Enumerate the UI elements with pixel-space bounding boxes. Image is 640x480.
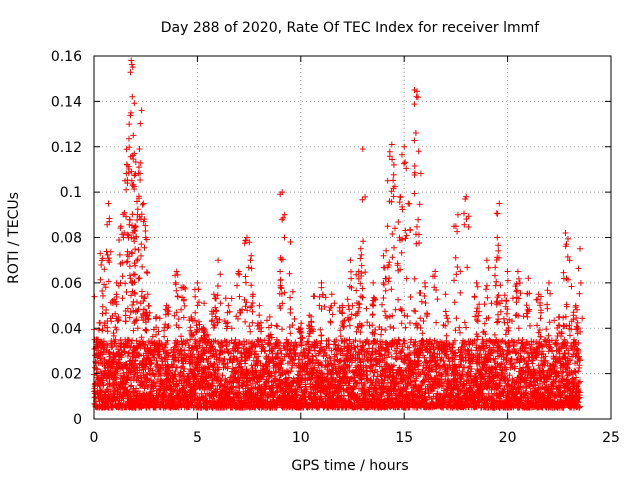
data-point bbox=[97, 387, 104, 394]
data-point bbox=[188, 354, 195, 361]
data-point bbox=[107, 388, 114, 395]
data-point bbox=[181, 365, 188, 372]
data-point bbox=[132, 388, 139, 395]
data-point bbox=[311, 293, 318, 300]
data-point bbox=[174, 364, 181, 371]
data-point bbox=[103, 341, 110, 348]
data-point bbox=[136, 351, 143, 358]
data-point bbox=[112, 336, 119, 343]
data-point bbox=[404, 313, 411, 320]
data-point bbox=[192, 390, 199, 397]
data-point bbox=[179, 341, 186, 348]
data-point bbox=[193, 358, 199, 365]
data-point bbox=[463, 324, 469, 331]
data-point bbox=[179, 350, 186, 357]
data-point bbox=[154, 361, 161, 368]
data-point bbox=[491, 331, 498, 338]
data-point bbox=[151, 354, 158, 361]
data-point bbox=[264, 317, 270, 324]
data-point bbox=[418, 298, 425, 305]
grid-lines bbox=[94, 56, 611, 419]
data-point bbox=[94, 366, 101, 373]
data-point bbox=[137, 344, 144, 351]
data-point bbox=[497, 308, 504, 315]
data-point bbox=[136, 361, 143, 368]
data-point bbox=[153, 380, 160, 387]
data-point bbox=[329, 311, 336, 318]
data-point bbox=[177, 346, 184, 353]
data-point bbox=[127, 343, 134, 350]
data-point bbox=[406, 344, 413, 351]
data-point bbox=[176, 386, 183, 393]
data-point bbox=[170, 362, 177, 368]
data-point bbox=[128, 382, 135, 389]
data-point bbox=[178, 348, 185, 354]
data-point bbox=[147, 344, 154, 351]
roti-data-points bbox=[91, 57, 586, 411]
data-point bbox=[153, 357, 160, 364]
data-point bbox=[133, 364, 140, 371]
data-point bbox=[107, 350, 114, 357]
data-point bbox=[189, 359, 196, 366]
data-point bbox=[100, 338, 107, 345]
data-point bbox=[184, 337, 190, 344]
data-point bbox=[131, 389, 137, 396]
data-point bbox=[166, 379, 173, 386]
data-point bbox=[287, 330, 294, 337]
data-point bbox=[500, 315, 507, 322]
data-point bbox=[162, 389, 169, 396]
data-point bbox=[148, 359, 155, 366]
data-point bbox=[142, 341, 149, 348]
data-point bbox=[274, 323, 281, 330]
data-point bbox=[222, 295, 229, 302]
data-point bbox=[164, 356, 171, 363]
data-point bbox=[395, 296, 402, 303]
data-point bbox=[294, 371, 301, 378]
data-point bbox=[124, 353, 131, 359]
data-point bbox=[172, 373, 179, 380]
data-point bbox=[120, 370, 127, 376]
data-point bbox=[201, 300, 208, 307]
data-point bbox=[182, 351, 188, 358]
data-point bbox=[113, 376, 120, 383]
data-point bbox=[168, 394, 175, 401]
data-point bbox=[99, 351, 106, 358]
data-point bbox=[363, 305, 370, 312]
data-point bbox=[420, 318, 427, 324]
data-point bbox=[117, 359, 123, 366]
data-point bbox=[189, 351, 196, 358]
data-point bbox=[163, 349, 170, 356]
data-point bbox=[100, 382, 107, 389]
data-point bbox=[140, 338, 147, 345]
data-point bbox=[149, 367, 156, 374]
data-point bbox=[501, 292, 508, 299]
data-point bbox=[104, 342, 111, 349]
data-point bbox=[109, 343, 116, 350]
data-point bbox=[138, 334, 145, 341]
data-point bbox=[228, 295, 235, 302]
data-point bbox=[178, 364, 185, 371]
data-point bbox=[149, 333, 156, 340]
data-point bbox=[291, 316, 298, 322]
data-point bbox=[344, 296, 351, 303]
data-point bbox=[180, 368, 187, 375]
data-point bbox=[157, 372, 164, 379]
data-point bbox=[151, 379, 157, 386]
data-point bbox=[126, 349, 132, 356]
data-point bbox=[172, 368, 179, 375]
data-point bbox=[164, 337, 171, 344]
data-point bbox=[99, 388, 106, 395]
data-point bbox=[135, 352, 142, 359]
